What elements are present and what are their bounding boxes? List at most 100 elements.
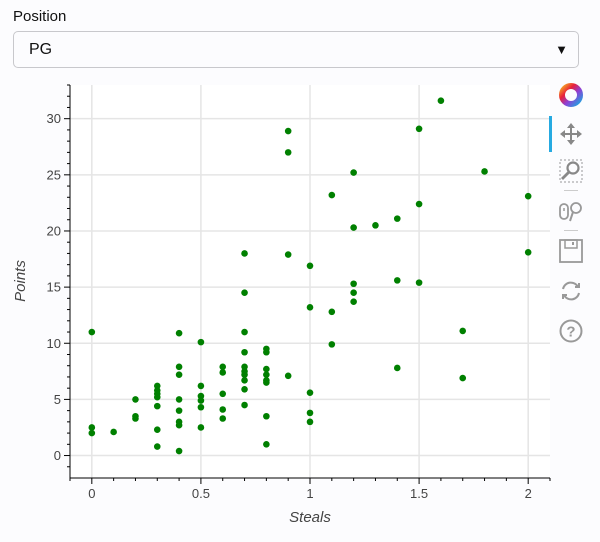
x-tick-label: 1 [306,486,313,501]
data-point [393,277,401,284]
chevron-down-icon: ▼ [555,42,568,57]
plot-toolbar: ? [549,80,592,360]
data-point [263,365,270,373]
x-tick-label: 0 [88,486,95,501]
y-tick-label: 30 [47,111,61,126]
data-point [241,371,248,378]
data-point [263,348,270,356]
data-point [459,374,467,382]
y-tick-label: 20 [47,223,61,238]
data-point [415,125,423,133]
data-point [88,328,96,336]
data-point [284,127,292,135]
data-point [88,429,96,437]
data-point [263,441,270,448]
data-point [524,249,532,256]
data-point [306,409,314,417]
data-point [241,289,248,297]
toolbar-divider [564,230,578,231]
data-point [284,149,292,156]
data-point [175,447,183,455]
x-axis-label: Steals [289,509,331,526]
data-point [415,279,423,286]
x-tick-label: 1.5 [410,486,428,501]
y-axis-label: Points [12,260,29,302]
data-point [328,191,336,199]
data-point [132,415,139,422]
data-point [88,424,96,431]
data-point [350,298,357,306]
data-point [415,200,423,208]
data-point [219,390,227,398]
data-point [350,280,357,288]
data-point [197,338,205,346]
y-tick-label: 15 [47,280,61,295]
data-point [524,192,532,200]
data-point [350,224,357,231]
data-point [197,424,205,431]
box-zoom-tool-icon[interactable] [558,158,584,184]
data-point [219,415,227,422]
data-point [175,363,183,371]
data-point [197,403,205,411]
x-tick-label: 2 [525,486,532,501]
data-point [219,369,227,376]
data-point [219,406,227,413]
data-point [241,377,248,384]
data-point [153,402,161,410]
y-tick-label: 25 [47,167,61,182]
data-point [306,262,314,270]
y-tick-label: 0 [54,448,61,463]
data-point [241,348,248,356]
data-point [263,371,270,378]
data-point [328,341,336,348]
data-point [241,250,248,257]
data-point [153,393,161,401]
save-tool-icon[interactable] [558,238,584,264]
data-point [284,372,292,380]
data-point [153,443,161,450]
svg-text:?: ? [566,324,575,341]
data-point [241,328,248,336]
data-point [175,421,183,429]
toolbar-divider [564,190,578,191]
data-point [110,428,117,436]
data-point [197,397,205,404]
data-point [372,222,379,229]
data-point [263,379,270,386]
data-point [306,304,314,311]
data-point [175,371,183,378]
position-select-value: PG [29,41,53,58]
x-tick-label: 0.5 [192,486,210,501]
data-point [241,401,248,409]
active-tool-indicator [549,116,552,152]
y-tick-label: 5 [54,392,61,407]
pan-tool-icon[interactable] [558,121,584,147]
y-tick-label: 10 [47,336,61,351]
data-point [437,97,445,105]
data-point [459,327,467,335]
data-point [328,308,336,316]
data-point [175,329,183,337]
data-point [481,168,488,175]
data-point [219,363,227,371]
data-points [88,97,532,455]
data-point [393,215,401,222]
position-label: Position [13,8,67,25]
data-point [153,426,161,434]
data-point [175,407,183,414]
data-point [284,251,292,258]
position-select[interactable]: PG ▼ [13,31,579,68]
help-tool-icon[interactable]: ? [558,318,584,344]
data-point [132,396,139,403]
data-point [241,385,248,393]
data-point [175,396,183,403]
data-point [263,412,270,420]
data-point [306,389,314,396]
wheel-zoom-tool-icon[interactable] [558,199,584,225]
bokeh-logo-icon[interactable] [558,82,584,108]
reset-tool-icon[interactable] [558,278,584,304]
data-point [393,364,401,372]
